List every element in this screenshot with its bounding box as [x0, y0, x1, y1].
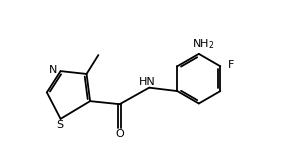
Text: N: N	[49, 65, 58, 75]
Text: O: O	[115, 129, 124, 140]
Text: F: F	[228, 60, 234, 70]
Text: S: S	[57, 120, 64, 131]
Text: NH$_2$: NH$_2$	[192, 37, 214, 51]
Text: HN: HN	[139, 77, 156, 87]
